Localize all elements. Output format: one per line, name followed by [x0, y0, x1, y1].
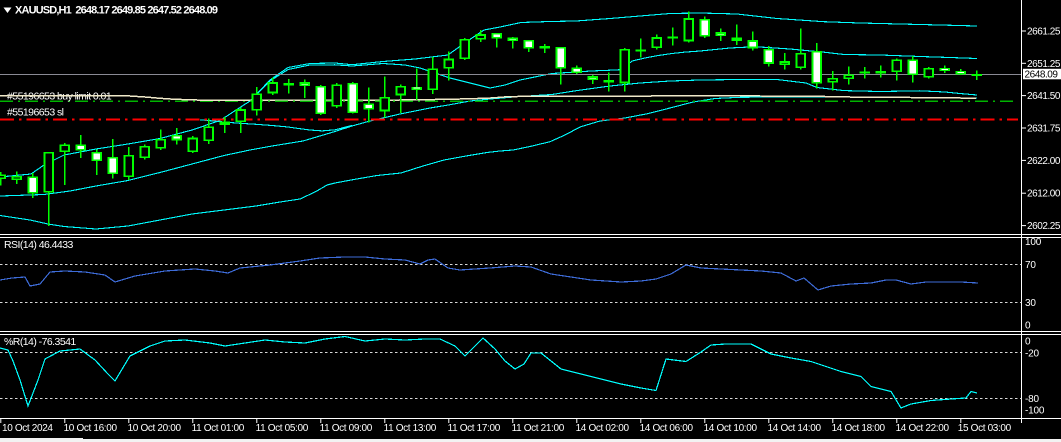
svg-text:#55196653 sl: #55196653 sl: [7, 107, 64, 119]
svg-text:2631.75: 2631.75: [1027, 124, 1061, 135]
svg-text:11 Oct 13:00: 11 Oct 13:00: [384, 423, 437, 434]
svg-text:10 Oct 20:00: 10 Oct 20:00: [128, 423, 182, 434]
svg-text:0: 0: [1025, 321, 1031, 332]
svg-text:-20: -20: [1025, 349, 1039, 360]
svg-text:14 Oct 06:00: 14 Oct 06:00: [640, 423, 694, 434]
svg-text:2651.25: 2651.25: [1027, 59, 1061, 70]
svg-text:RSI(14) 46.4433: RSI(14) 46.4433: [4, 239, 74, 251]
svg-text:11 Oct 17:00: 11 Oct 17:00: [448, 423, 501, 434]
svg-text:15 Oct 03:00: 15 Oct 03:00: [958, 423, 1012, 434]
svg-text:11 Oct 09:00: 11 Oct 09:00: [320, 423, 373, 434]
svg-text:10 Oct 16:00: 10 Oct 16:00: [64, 423, 118, 434]
svg-text:2602.25: 2602.25: [1027, 221, 1061, 232]
svg-text:14 Oct 14:00: 14 Oct 14:00: [768, 423, 822, 434]
svg-text:10 Oct 2024: 10 Oct 2024: [2, 423, 53, 434]
svg-text:2648.09: 2648.09: [1025, 70, 1059, 81]
svg-text:-100: -100: [1025, 406, 1045, 417]
svg-text:-80: -80: [1025, 394, 1039, 405]
svg-text:11 Oct 21:00: 11 Oct 21:00: [512, 423, 565, 434]
svg-text:14 Oct 10:00: 14 Oct 10:00: [704, 423, 758, 434]
svg-text:14 Oct 02:00: 14 Oct 02:00: [576, 423, 630, 434]
svg-text:70: 70: [1025, 260, 1036, 271]
svg-text:2661.25: 2661.25: [1027, 27, 1061, 38]
svg-text:XAUUSD,H1 2648.17 2649.85 264: XAUUSD,H1 2648.17 2649.85 2647.52 2648.0…: [15, 5, 218, 17]
svg-text:0: 0: [1025, 337, 1031, 348]
svg-text:2641.50: 2641.50: [1027, 91, 1061, 102]
svg-text:11 Oct 01:00: 11 Oct 01:00: [192, 423, 245, 434]
svg-text:11 Oct 05:00: 11 Oct 05:00: [256, 423, 309, 434]
svg-text:30: 30: [1025, 298, 1036, 309]
svg-text:14 Oct 18:00: 14 Oct 18:00: [832, 423, 886, 434]
svg-text:14 Oct 22:00: 14 Oct 22:00: [896, 423, 950, 434]
svg-text:2612.00: 2612.00: [1027, 189, 1061, 200]
svg-text:100: 100: [1025, 237, 1042, 248]
svg-text:2622.00: 2622.00: [1027, 156, 1061, 167]
svg-text:%R(14) -76.3541: %R(14) -76.3541: [4, 336, 76, 348]
